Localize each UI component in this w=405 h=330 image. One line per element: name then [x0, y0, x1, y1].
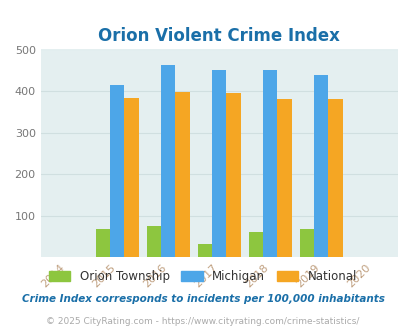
Bar — [124, 98, 138, 257]
Bar — [110, 85, 124, 257]
Bar — [328, 99, 342, 257]
Bar — [277, 99, 291, 257]
Bar — [299, 229, 313, 257]
Bar — [197, 244, 211, 257]
Legend: Orion Township, Michigan, National: Orion Township, Michigan, National — [49, 270, 356, 283]
Title: Orion Violent Crime Index: Orion Violent Crime Index — [98, 27, 339, 45]
Bar — [262, 70, 277, 257]
Text: Crime Index corresponds to incidents per 100,000 inhabitants: Crime Index corresponds to incidents per… — [21, 294, 384, 304]
Bar — [175, 92, 189, 257]
Bar — [96, 229, 110, 257]
Bar — [161, 65, 175, 257]
Text: © 2025 CityRating.com - https://www.cityrating.com/crime-statistics/: © 2025 CityRating.com - https://www.city… — [46, 317, 359, 326]
Bar — [248, 232, 262, 257]
Bar — [146, 226, 161, 257]
Bar — [211, 70, 226, 257]
Bar — [313, 75, 328, 257]
Bar — [226, 93, 240, 257]
